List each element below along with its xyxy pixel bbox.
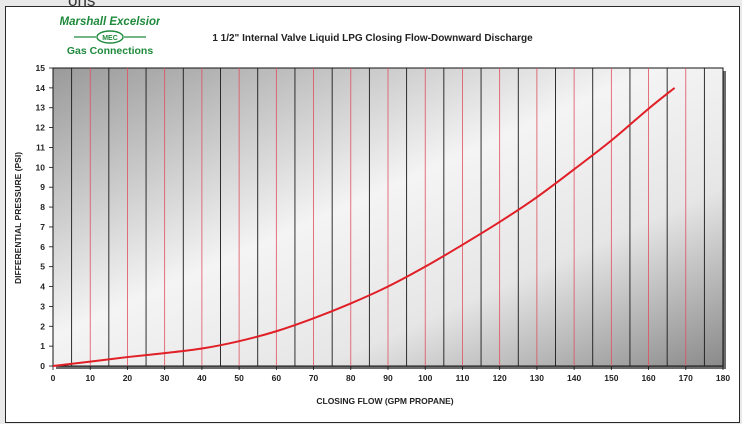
y-tick-label: 14	[36, 83, 46, 93]
y-tick-label: 9	[40, 182, 45, 192]
x-tick-label: 180	[716, 373, 730, 383]
y-tick-label: 5	[40, 262, 45, 272]
y-tick-label: 6	[40, 242, 45, 252]
y-tick-label: 13	[36, 103, 46, 113]
y-axis-label: DIFFERENTIAL PRESSURE (PSI)	[13, 152, 23, 284]
x-tick-label: 160	[641, 373, 655, 383]
x-tick-label: 60	[272, 373, 282, 383]
x-tick-label: 30	[160, 373, 170, 383]
x-tick-label: 50	[234, 373, 244, 383]
y-tick-label: 12	[36, 123, 46, 133]
y-tick-label: 7	[40, 222, 45, 232]
x-tick-label: 10	[85, 373, 95, 383]
marshall-excelsior-logo: Marshall Excelsior MEC Gas Connections	[60, 16, 160, 57]
y-tick-label: 11	[36, 142, 45, 152]
top-text-fragment: ons	[68, 0, 96, 10]
y-tick-label: 10	[36, 162, 46, 172]
x-tick-label: 130	[530, 373, 544, 383]
x-tick-label: 20	[123, 373, 133, 383]
x-tick-label: 100	[418, 373, 432, 383]
logo-line2: Gas Connections	[67, 45, 154, 57]
x-tick-label: 0	[51, 373, 56, 383]
x-tick-label: 90	[383, 373, 393, 383]
x-tick-label: 80	[346, 373, 356, 383]
y-tick-label: 4	[40, 282, 45, 292]
x-tick-label: 170	[679, 373, 693, 383]
x-tick-label: 40	[197, 373, 207, 383]
y-tick-label: 15	[36, 63, 46, 73]
y-tick-label: 8	[40, 202, 45, 212]
y-tick-label: 3	[40, 301, 45, 311]
x-axis-label: CLOSING FLOW (GPM PROPANE)	[316, 396, 453, 406]
logo-badge: MEC	[102, 35, 118, 42]
series-line	[52, 87, 676, 367]
y-tick-label: 0	[40, 361, 45, 371]
logo-line1: Marshall Excelsior	[60, 16, 160, 28]
y-tick-label: 1	[40, 341, 45, 351]
x-tick-label: 140	[567, 373, 581, 383]
y-tick-label: 2	[40, 321, 45, 331]
x-tick-label: 110	[456, 373, 470, 383]
chart-title: 1 1/2" Internal Valve Liquid LPG Closing…	[212, 33, 533, 44]
x-tick-label: 120	[493, 373, 507, 383]
x-tick-label: 150	[604, 373, 618, 383]
x-tick-label: 70	[309, 373, 319, 383]
